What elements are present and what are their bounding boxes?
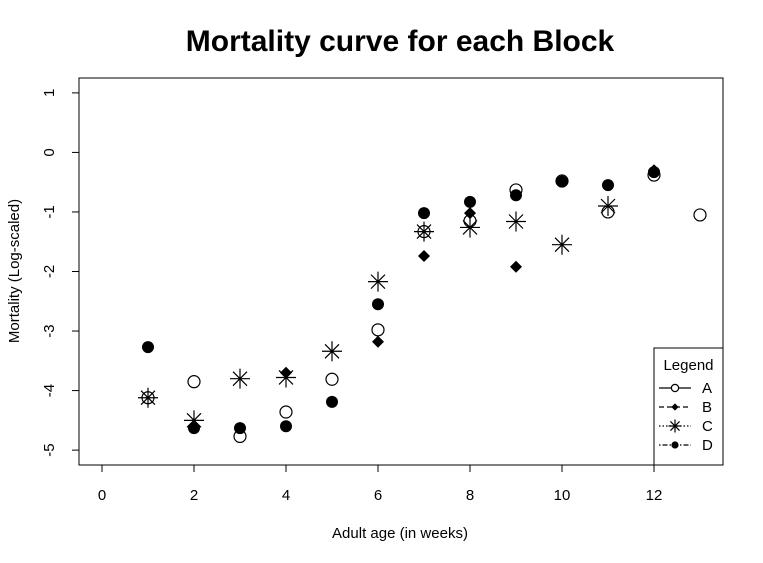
legend-label-a: A <box>702 380 712 397</box>
x-tick-label: 12 <box>646 487 663 504</box>
point-c <box>414 221 434 242</box>
point-a <box>693 208 707 222</box>
point-c <box>460 217 480 238</box>
point-d <box>142 341 154 354</box>
legend-label-c: C <box>702 418 713 435</box>
y-tick-label: -4 <box>41 384 58 397</box>
legend-marker-d <box>671 441 679 449</box>
point-b <box>464 207 476 220</box>
x-axis-label: Adult age (in weeks) <box>332 525 468 542</box>
point-d <box>372 298 384 311</box>
point-c <box>322 341 342 362</box>
point-d <box>326 395 338 408</box>
y-tick-label: -1 <box>41 205 58 218</box>
point-d <box>464 195 476 208</box>
point-c <box>138 387 158 408</box>
point-d <box>510 189 522 202</box>
x-tick-label: 8 <box>466 487 474 504</box>
x-tick-label: 0 <box>98 487 106 504</box>
x-tick-label: 2 <box>190 487 198 504</box>
point-c <box>368 271 388 292</box>
data-points <box>138 164 707 444</box>
y-tick-label: 1 <box>41 89 58 97</box>
legend-title: Legend <box>663 357 713 374</box>
point-a <box>279 405 293 419</box>
point-d <box>280 420 292 433</box>
x-tick-label: 6 <box>374 487 382 504</box>
point-d <box>602 179 614 192</box>
point-a <box>325 372 339 386</box>
point-b <box>510 260 522 273</box>
plot-frame <box>78 77 724 466</box>
chart-title: Mortality curve for each Block <box>186 25 615 58</box>
point-b <box>372 335 384 348</box>
legend-label-b: B <box>702 399 712 416</box>
legend-marker-a <box>670 383 680 393</box>
point-d <box>418 207 430 220</box>
point-d <box>188 422 200 435</box>
point-b <box>418 250 430 263</box>
legend-marker-b <box>671 403 679 411</box>
legend-marker-c <box>668 419 682 433</box>
y-axis: -5 -4 -3 -2 -1 0 1 <box>41 89 79 457</box>
point-d <box>648 166 660 179</box>
x-tick-label: 4 <box>282 487 290 504</box>
point-a <box>187 375 201 389</box>
point-c <box>506 211 526 232</box>
point-c <box>276 367 296 388</box>
point-c <box>184 410 204 431</box>
x-axis: 0 2 4 6 8 10 12 <box>98 465 663 504</box>
y-tick-label: -5 <box>41 443 58 456</box>
point-a <box>371 323 385 337</box>
point-d <box>556 175 568 188</box>
y-tick-label: -2 <box>41 265 58 278</box>
y-axis-label: Mortality (Log-scaled) <box>6 199 23 343</box>
point-c <box>552 234 572 255</box>
legend-label-d: D <box>702 437 713 454</box>
y-tick-label: -3 <box>41 324 58 337</box>
point-d <box>234 422 246 435</box>
x-tick-label: 10 <box>554 487 571 504</box>
point-c <box>230 368 250 389</box>
point-c <box>598 196 618 217</box>
y-tick-label: 0 <box>41 148 58 156</box>
